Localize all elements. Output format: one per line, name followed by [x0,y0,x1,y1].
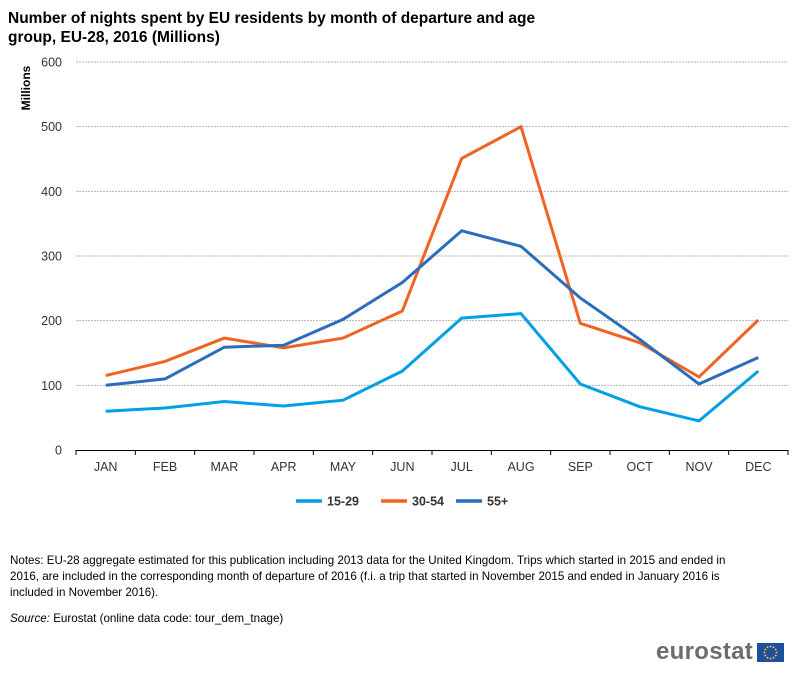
x-tick-label: SEP [568,460,593,474]
y-tick-label: 400 [41,185,62,199]
source-label: Source: [10,612,50,625]
y-tick-label: 0 [55,444,62,458]
legend-label: 55+ [487,495,508,509]
gridlines [76,61,788,386]
y-tick-label: 300 [41,250,62,264]
eurostat-logo: eurostat [656,638,785,666]
legend-item: 55+ [456,495,508,509]
series-line-55+ [105,229,759,387]
line-chart: 0 100 200 300 400 500 600 Millions JAN FEB MAR AP… [19,56,789,509]
eu-flag-icon [757,642,785,662]
legend-label: 15-29 [327,495,359,509]
x-tick-label: FEB [153,460,177,474]
y-tick-label: 500 [41,120,62,134]
series-lines [105,124,760,423]
y-axis-ticks: 0 100 200 300 400 500 600 [41,56,62,458]
source-text: Eurostat (online data code: tour_dem_tna… [53,612,284,625]
y-tick-label: 100 [41,379,62,393]
x-tick-label: AUG [507,460,534,474]
legend-label: 30-54 [412,495,444,509]
x-tick-label: MAY [330,460,357,474]
chart-title: Number of nights spent by EU residents b… [8,10,536,46]
y-axis-label: Millions [19,65,33,110]
x-tick-label: APR [271,460,297,474]
series-line-30-54 [105,124,760,379]
series-line-15-29 [105,312,760,423]
legend-item: 30-54 [381,495,444,509]
y-tick-label: 600 [41,56,62,70]
x-axis: JAN FEB MAR APR MAY JUN JUL AUG SEP OCT NOV DEC [75,450,789,474]
x-tick-label: NOV [685,460,713,474]
logo-text: eurostat [656,638,754,665]
x-tick-label: MAR [210,460,238,474]
x-tick-label: JAN [94,460,118,474]
x-tick-label: JUL [451,460,473,474]
x-tick-label: DEC [745,460,771,474]
y-tick-label: 200 [41,314,62,328]
x-tick-label: OCT [626,460,653,474]
legend-item: 15-29 [296,495,359,509]
chart-notes: Notes: EU-28 aggregate estimated for thi… [10,554,726,599]
chart-source: Source: Eurostat (online data code: tour… [10,611,283,627]
legend: 15-29 30-54 55+ [296,495,508,509]
x-tick-label: JUN [390,460,414,474]
